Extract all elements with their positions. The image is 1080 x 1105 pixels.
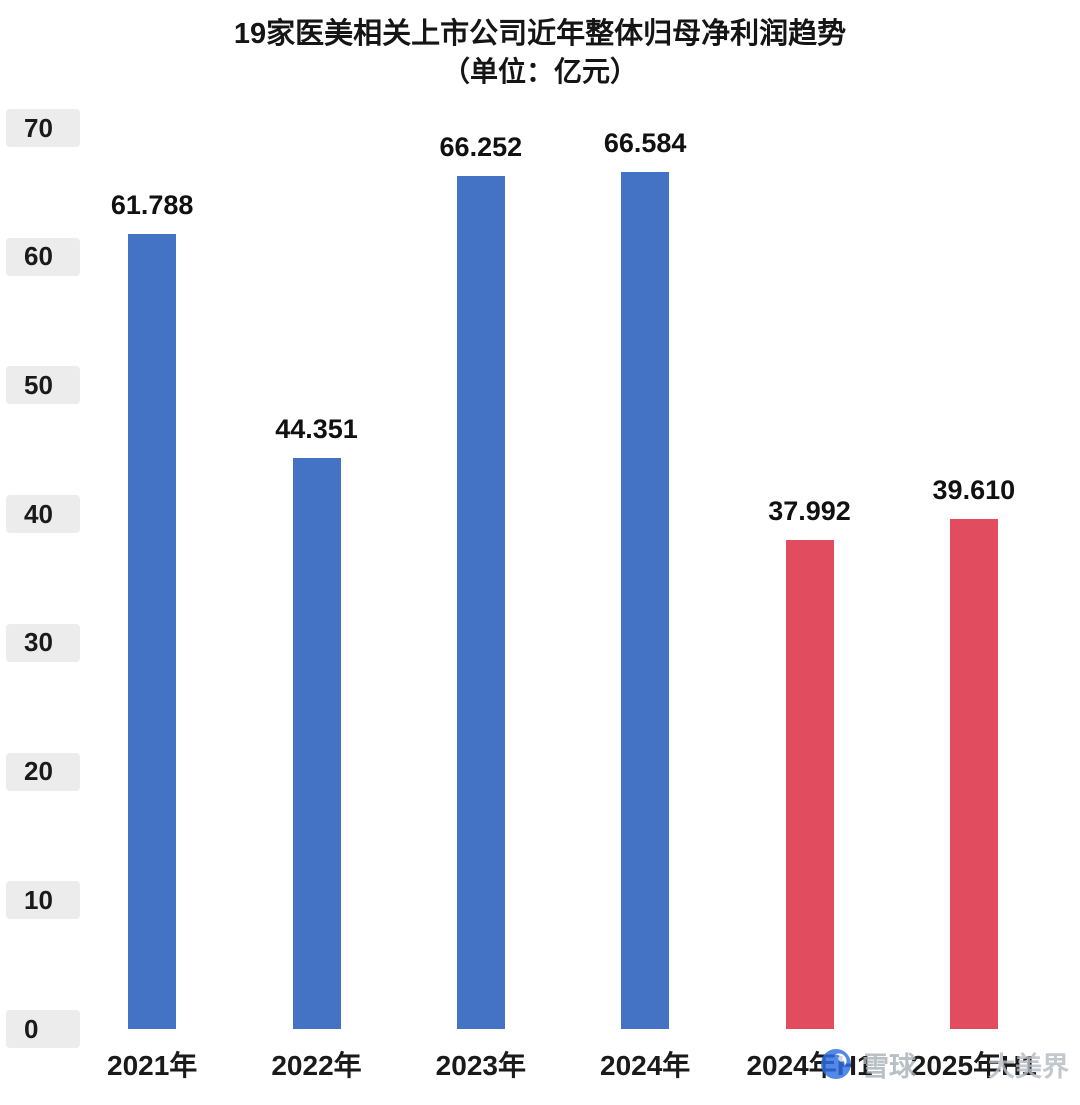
chart-title: 19家医美相关上市公司近年整体归母净利润趋势	[233, 18, 847, 50]
y-tick-label: 70	[6, 109, 80, 147]
bar	[292, 458, 341, 1029]
x-axis-label: 2022年	[271, 1050, 362, 1081]
bar	[949, 519, 998, 1029]
bar	[128, 233, 177, 1029]
bar-value-label: 44.351	[275, 414, 358, 445]
chart-subtitle: （单位：亿元）	[441, 55, 638, 87]
y-tick-label: 40	[6, 495, 80, 534]
bar-value-label: 39.610	[932, 475, 1016, 506]
x-axis-label: 2023年	[435, 1050, 526, 1081]
y-tick-label: 30	[6, 623, 80, 662]
x-axis-label: 2024年	[600, 1050, 691, 1081]
y-tick-label: 50	[6, 366, 80, 405]
bar	[785, 539, 834, 1029]
bar-value-label: 66.252	[439, 132, 523, 163]
bar-value-label: 37.992	[768, 495, 851, 526]
bar	[621, 171, 670, 1029]
y-tick-label: 60	[6, 237, 80, 276]
bar-value-label: 61.788	[110, 189, 194, 220]
y-tick-label: 0	[6, 1010, 80, 1048]
x-axis-label: 2021年	[107, 1050, 198, 1081]
bar-value-label: 66.584	[603, 127, 687, 158]
x-axis-label: 2024年H1	[746, 1050, 873, 1081]
x-axis-label: 2025年H1	[910, 1050, 1037, 1081]
bar	[456, 176, 505, 1029]
y-tick-label: 10	[6, 881, 80, 920]
y-tick-label: 20	[6, 752, 80, 791]
chart-header: 19家医美相关上市公司近年整体归母净利润趋势 （单位：亿元）	[0, 16, 1080, 90]
